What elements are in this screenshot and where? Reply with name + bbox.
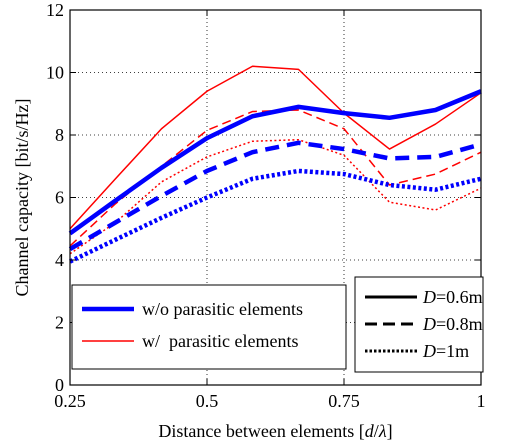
series-line-w_08	[69, 109, 482, 247]
x-tick-label: 1	[477, 391, 486, 411]
series-line-w_06	[69, 65, 482, 230]
legend-entry-label: w/o parasitic elements	[142, 299, 303, 319]
y-tick-label: 8	[55, 125, 64, 145]
y-tick-label: 12	[46, 0, 64, 20]
legend-entry-label: w/ parasitic elements	[142, 331, 298, 351]
series-line-w_1	[69, 138, 482, 255]
y-axis-label: Channel capacity [bit/s/Hz]	[12, 99, 32, 297]
x-tick-label: 0.5	[196, 391, 219, 411]
y-tick-label: 10	[46, 63, 64, 83]
y-tick-label: 2	[55, 313, 64, 333]
x-tick-label: 0.75	[328, 391, 360, 411]
legend-box	[71, 284, 347, 370]
legend-parasitic: w/o parasitic elements w/ parasitic eleme…	[71, 284, 347, 370]
y-tick-label: 0	[55, 375, 64, 395]
series-line-wo_06	[68, 89, 482, 236]
legend-entry-label: D=1m	[422, 341, 469, 361]
legend-entry-label: D=0.8m	[422, 314, 483, 334]
series-line-wo_08	[68, 140, 482, 252]
legend-distance: D=0.6m D=0.8m D=1m	[354, 276, 484, 373]
x-axis-label: Distance between elements [d/λ]	[158, 421, 392, 441]
x-tick-label: 0.25	[54, 391, 86, 411]
y-tick-label: 4	[55, 250, 64, 270]
y-tick-label: 6	[55, 188, 64, 208]
legend-entry-label: D=0.6m	[422, 287, 483, 307]
series-lines	[68, 65, 482, 264]
series-line-wo_1	[69, 168, 482, 264]
